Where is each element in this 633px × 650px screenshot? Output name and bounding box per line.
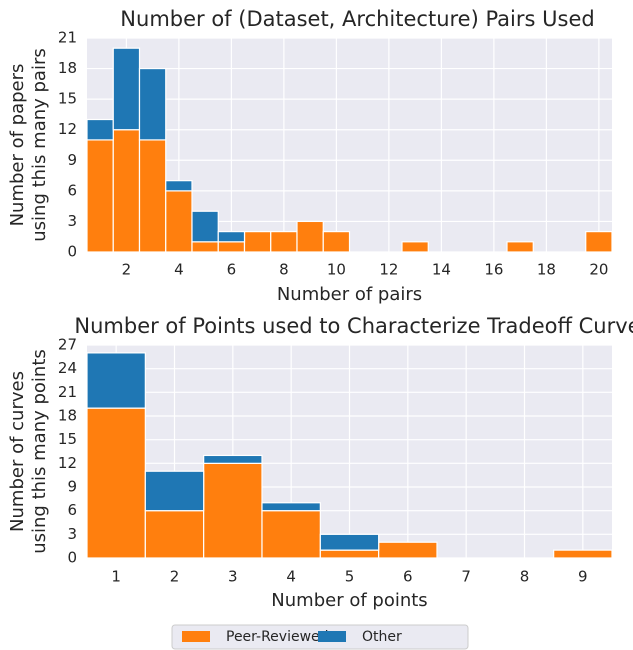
bar	[203, 462, 263, 559]
chart-title: Number of (Dataset, Architecture) Pairs …	[120, 7, 594, 31]
x-tick-label: 7	[461, 568, 471, 586]
x-tick-label: 6	[227, 261, 237, 279]
legend-label: Other	[362, 629, 402, 645]
y-axis-label: Number of papers	[7, 64, 28, 227]
bar	[553, 549, 613, 559]
y-tick-label: 9	[67, 151, 77, 169]
x-tick-label: 1	[111, 568, 121, 586]
bar	[144, 510, 205, 559]
bar	[165, 180, 193, 192]
y-axis-label: using this many pairs	[29, 48, 50, 242]
bar	[86, 139, 114, 253]
x-tick-label: 8	[279, 261, 289, 279]
y-tick-label: 15	[58, 90, 77, 108]
y-axis-label: using this many points	[29, 349, 50, 554]
chart-title: Number of Points used to Characterize Tr…	[74, 314, 633, 338]
bar	[217, 231, 246, 243]
bar	[296, 220, 324, 253]
x-tick-label: 5	[345, 568, 355, 586]
y-tick-label: 6	[67, 501, 77, 519]
bar	[138, 67, 167, 141]
y-tick-label: 24	[58, 359, 77, 377]
x-tick-label: 4	[286, 568, 296, 586]
bar	[144, 470, 205, 512]
y-tick-label: 3	[67, 212, 77, 230]
x-tick-label: 20	[589, 261, 608, 279]
bar	[191, 210, 219, 243]
y-tick-label: 18	[58, 407, 77, 425]
x-tick-label: 18	[537, 261, 556, 279]
y-tick-label: 27	[58, 336, 77, 354]
x-axis-label: Number of points	[271, 590, 427, 611]
bar	[319, 533, 380, 551]
y-tick-label: 0	[67, 549, 77, 567]
y-axis-label: Number of curves	[7, 371, 28, 532]
bar	[112, 47, 141, 131]
y-tick-label: 0	[67, 243, 77, 261]
y-tick-label: 9	[67, 478, 77, 496]
y-tick-label: 15	[58, 430, 77, 448]
x-tick-label: 8	[520, 568, 530, 586]
x-tick-label: 4	[174, 261, 184, 279]
bar	[322, 231, 351, 253]
legend-swatch	[318, 631, 346, 642]
bar	[203, 454, 263, 464]
bar	[319, 549, 380, 559]
y-tick-label: 12	[58, 120, 77, 138]
y-tick-label: 12	[58, 454, 77, 472]
x-tick-label: 9	[578, 568, 588, 586]
y-tick-label: 3	[67, 525, 77, 543]
bar	[243, 231, 272, 253]
y-tick-label: 18	[58, 59, 77, 77]
bar	[378, 541, 438, 559]
x-tick-label: 2	[170, 568, 180, 586]
bar	[261, 510, 321, 559]
x-tick-label: 12	[379, 261, 398, 279]
y-tick-label: 21	[58, 383, 77, 401]
bar	[86, 352, 146, 409]
x-axis-label: Number of pairs	[277, 284, 422, 305]
bar	[165, 190, 193, 253]
bar	[585, 231, 613, 253]
x-tick-label: 16	[484, 261, 503, 279]
x-tick-label: 3	[228, 568, 238, 586]
x-tick-label: 14	[432, 261, 451, 279]
x-tick-label: 10	[327, 261, 346, 279]
legend-swatch	[182, 631, 210, 642]
x-tick-label: 6	[403, 568, 413, 586]
y-tick-label: 21	[58, 29, 77, 47]
bar	[506, 241, 534, 253]
bar	[270, 231, 298, 253]
bar	[86, 407, 146, 559]
bar	[217, 241, 246, 253]
legend-label: Peer-Reviewed	[226, 629, 329, 645]
bar	[261, 502, 321, 512]
bar	[138, 139, 167, 253]
bar	[191, 241, 219, 253]
bar	[112, 129, 141, 253]
y-tick-label: 6	[67, 181, 77, 199]
bar	[401, 241, 429, 253]
x-tick-label: 2	[122, 261, 132, 279]
bar	[86, 118, 114, 141]
